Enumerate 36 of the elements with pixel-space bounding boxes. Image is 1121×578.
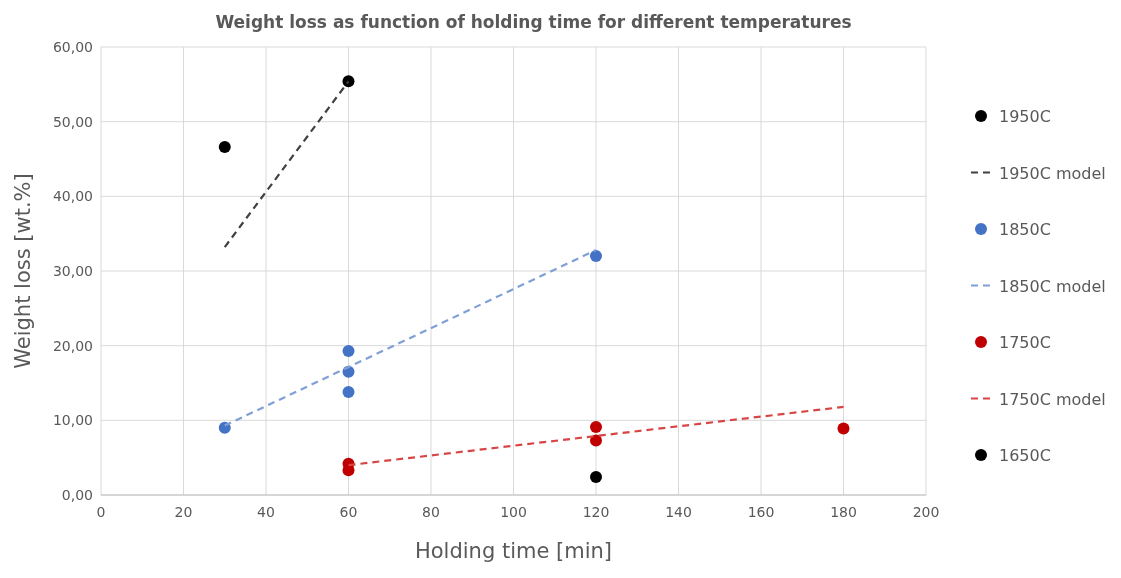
point — [218, 141, 231, 154]
x-tick-label: 100 — [500, 504, 527, 520]
y-tick-label: 60,00 — [52, 39, 93, 55]
y-tick-label: 50,00 — [52, 113, 93, 130]
y-tick-label: 30,00 — [52, 263, 93, 279]
legend-label: 1950C — [999, 107, 1051, 126]
point — [590, 250, 602, 263]
x-tick-label: 120 — [582, 504, 610, 520]
x-tick-label: 180 — [830, 504, 857, 520]
x-tick-label: 20 — [174, 504, 193, 520]
legend-label: 1750C model — [999, 389, 1106, 409]
x-tick-label: 80 — [422, 504, 440, 520]
legend-label: 1950C model — [999, 163, 1106, 183]
point — [342, 385, 355, 398]
y-tick-label: 40,00 — [52, 188, 93, 205]
x-tick-label: 0 — [96, 504, 106, 520]
legend-label: 1650C — [999, 446, 1051, 465]
legend-label: 1750C — [999, 333, 1051, 352]
point — [837, 422, 850, 435]
point — [590, 434, 602, 447]
y-tick-label: 0,00 — [61, 487, 93, 503]
y-axis-title: Weight loss [wt.%] — [11, 173, 35, 369]
x-tick-label: 200 — [912, 504, 940, 520]
point — [590, 471, 602, 484]
point — [342, 344, 355, 357]
x-tick-label: 60 — [339, 504, 358, 520]
x-tick-label: 40 — [257, 504, 275, 520]
point — [590, 421, 602, 434]
y-tick-label: 20,00 — [52, 337, 93, 354]
chart-title: Weight loss as function of holding time for different temperatures — [215, 12, 852, 32]
x-tick-label: 140 — [665, 504, 692, 520]
legend-label: 1850C model — [999, 276, 1106, 296]
y-tick-label: 10,00 — [52, 412, 93, 429]
legend-label: 1850C — [999, 220, 1051, 239]
x-tick-label: 160 — [747, 504, 775, 520]
x-axis-title: Holding time [min] — [414, 539, 613, 563]
